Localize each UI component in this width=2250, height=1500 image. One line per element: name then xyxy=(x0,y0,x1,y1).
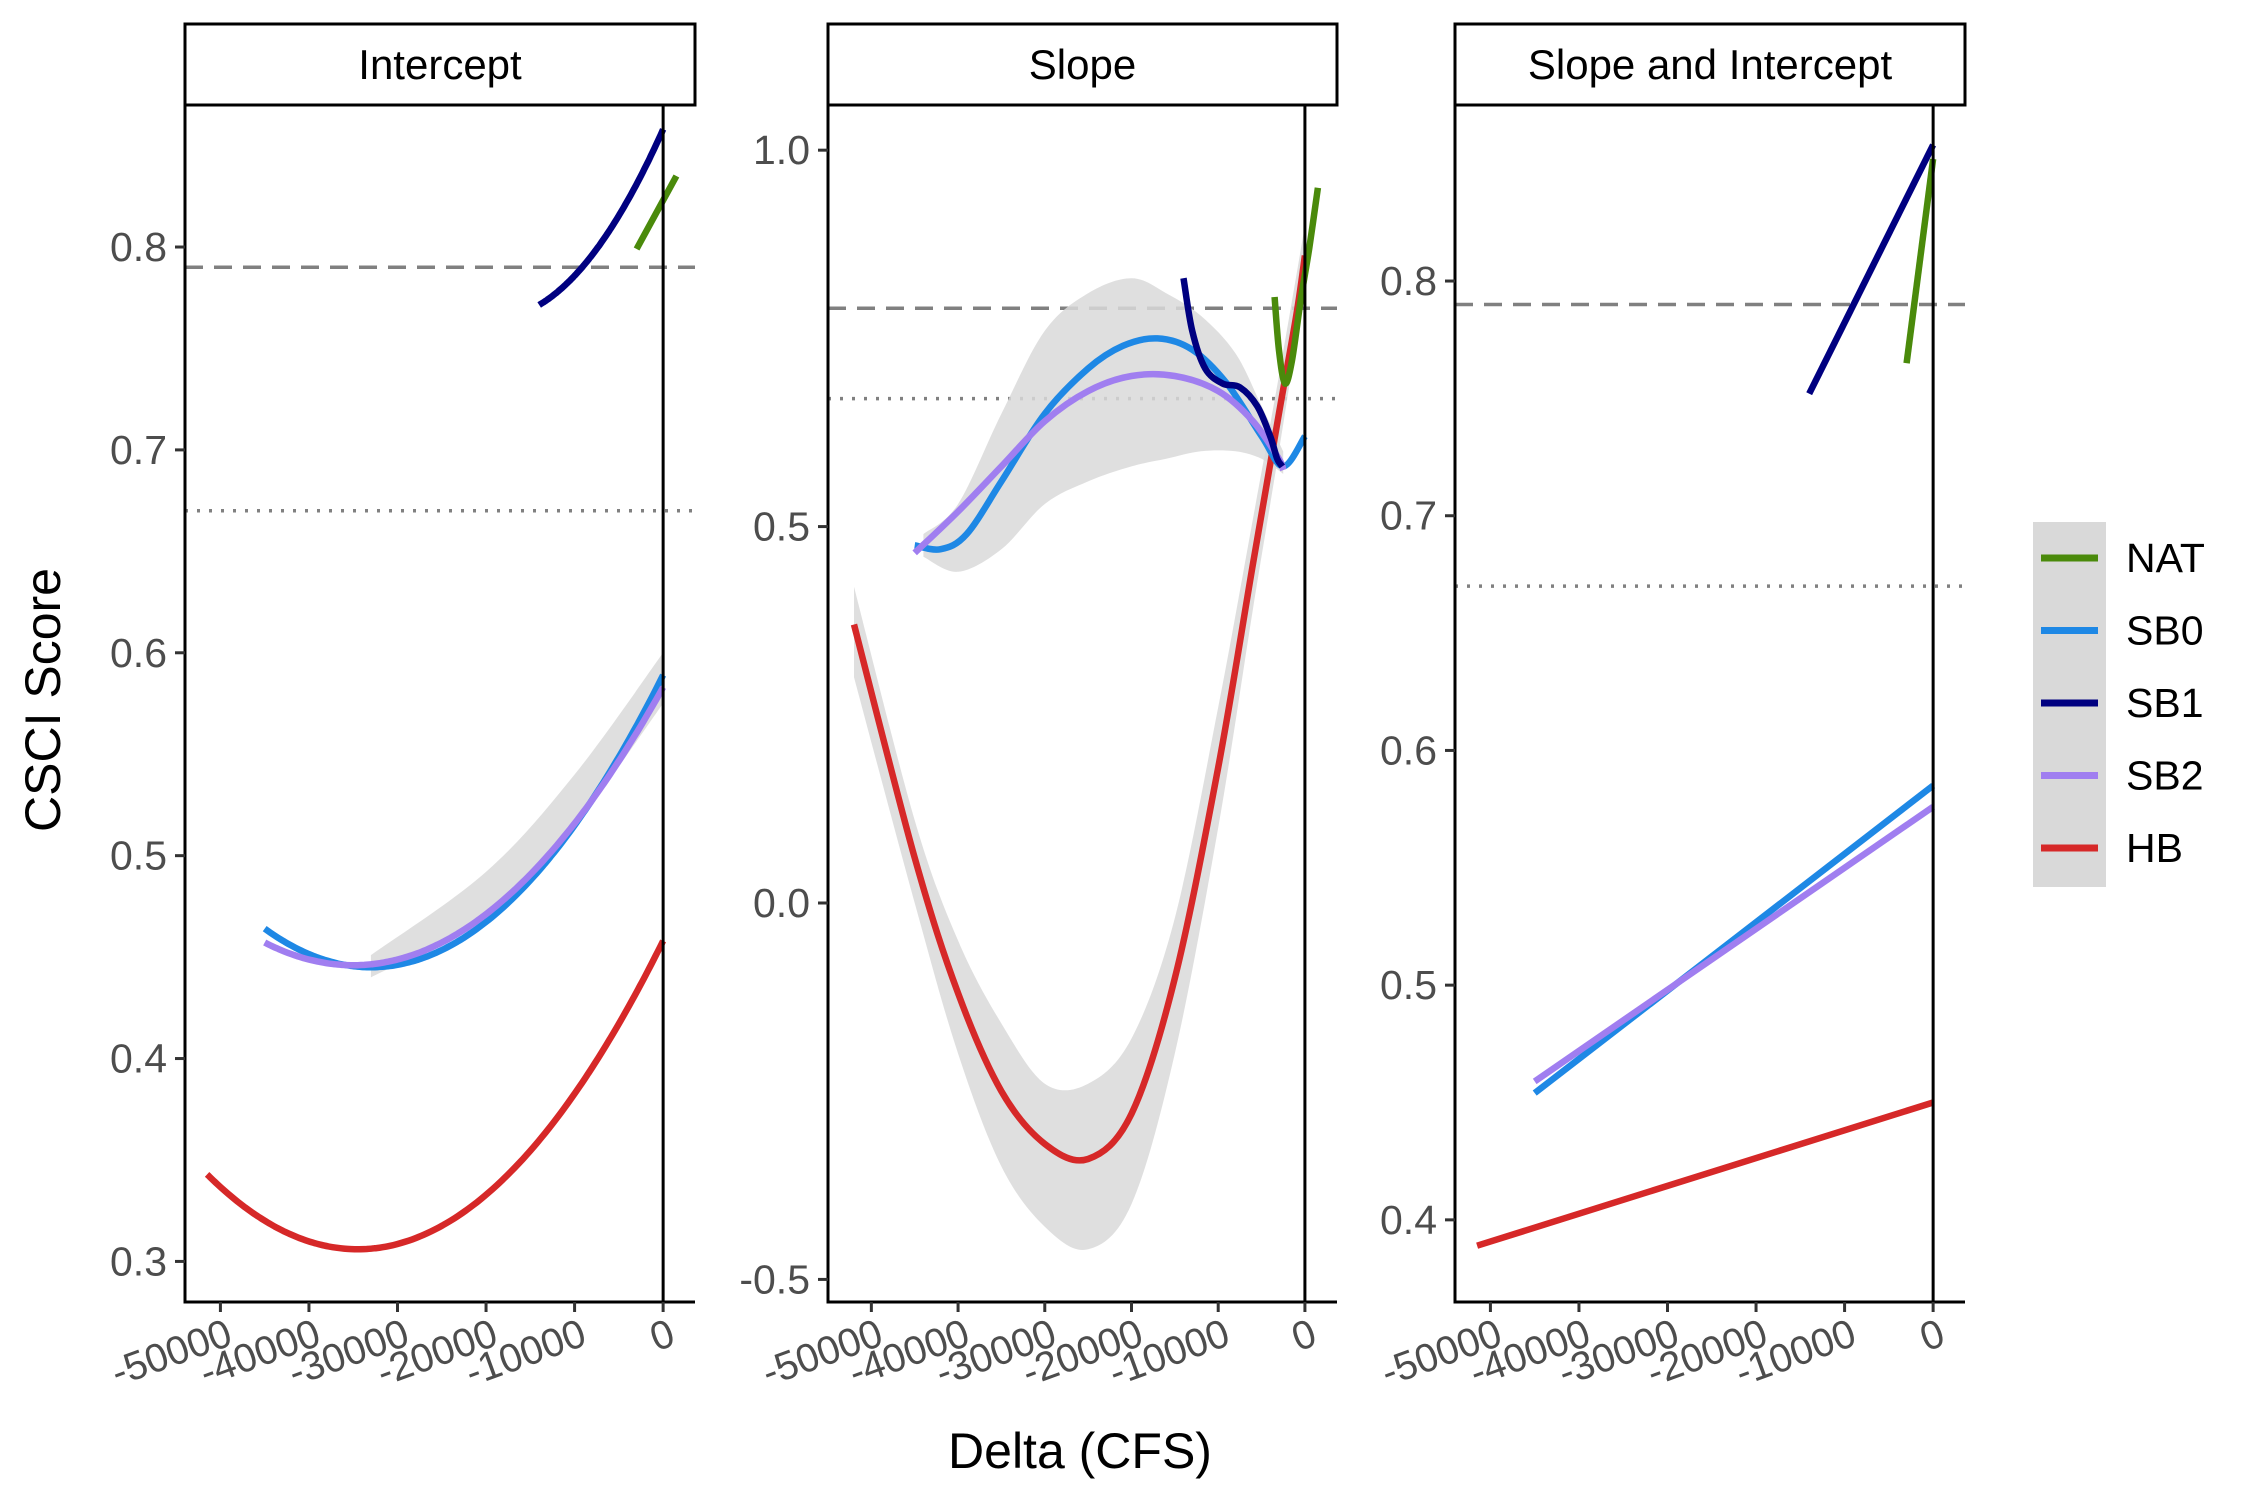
x-tick-label: 0 xyxy=(1286,1311,1322,1360)
legend-label-sb0: SB0 xyxy=(2126,608,2204,654)
x-tick-label: 0 xyxy=(644,1311,680,1360)
panel-title: Slope xyxy=(1029,41,1136,88)
panel-1: Intercept0.30.40.50.60.70.8-50000-40000-… xyxy=(105,22,697,1395)
series-line-nat xyxy=(1903,158,1937,364)
panel-title: Intercept xyxy=(358,41,522,88)
y-tick-label: 0.0 xyxy=(753,880,810,926)
series-line-hb xyxy=(204,939,667,1253)
series-line-sb1 xyxy=(537,128,667,308)
y-tick-label: 1.0 xyxy=(753,127,810,173)
x-tick-label: 0 xyxy=(1914,1311,1950,1360)
legend-label-sb2: SB2 xyxy=(2126,753,2204,799)
series-line-sb1 xyxy=(1180,277,1286,469)
panel-2: Slope-0.50.00.51.0-50000-40000-30000-200… xyxy=(739,22,1339,1395)
series-line-sb2 xyxy=(912,370,1287,556)
y-tick-label: 0.8 xyxy=(110,224,167,270)
y-tick-label: 0.5 xyxy=(753,504,810,550)
y-tick-label: 0.7 xyxy=(1380,493,1437,539)
y-tick-label: 0.5 xyxy=(1380,962,1437,1008)
y-tick-label: 0.6 xyxy=(110,630,167,676)
series-line-sb1 xyxy=(1806,143,1937,396)
confidence-ribbon-sb0 xyxy=(370,652,664,978)
y-tick-label: 0.5 xyxy=(110,833,167,879)
y-tick-label: 0.6 xyxy=(1380,727,1437,773)
panel-strip xyxy=(826,22,1339,107)
y-tick-label: 0.4 xyxy=(1380,1197,1437,1243)
legend-label-nat: NAT xyxy=(2126,535,2205,581)
panel-3: Slope and Intercept0.40.50.60.70.8-50000… xyxy=(1375,22,1967,1395)
panel-title: Slope and Intercept xyxy=(1528,41,1893,88)
plot-area xyxy=(828,187,1337,1250)
confidence-ribbon-hb xyxy=(854,225,1305,1250)
confidence-ribbon-sb0 xyxy=(923,278,1284,572)
legend: NAT SB0 SB1 SB2 HB xyxy=(2033,522,2205,887)
legend-label-hb: HB xyxy=(2126,825,2183,871)
panel-strip xyxy=(183,22,697,107)
y-tick-label: -0.5 xyxy=(739,1256,810,1302)
series-line-sb2 xyxy=(263,685,666,969)
legend-label-sb1: SB1 xyxy=(2126,680,2204,726)
y-tick-label: 0.8 xyxy=(1380,258,1437,304)
y-axis-title: CSCI Score xyxy=(15,568,71,832)
series-line-nat xyxy=(633,174,680,251)
series-line-sb2 xyxy=(1532,804,1935,1085)
y-tick-label: 0.3 xyxy=(110,1238,167,1284)
chart-panels: Intercept0.30.40.50.60.70.8-50000-40000-… xyxy=(105,22,1967,1395)
y-tick-label: 0.4 xyxy=(110,1036,167,1082)
y-tick-label: 0.7 xyxy=(110,427,167,473)
plot-area xyxy=(185,128,695,1253)
plot-area xyxy=(1455,143,1965,1249)
x-axis-title: Delta (CFS) xyxy=(948,1423,1212,1479)
series-line-nat xyxy=(1271,187,1322,387)
series-line-sb0 xyxy=(1532,783,1936,1096)
panel-strip xyxy=(1453,22,1967,107)
series-line-hb xyxy=(1476,1099,1935,1249)
